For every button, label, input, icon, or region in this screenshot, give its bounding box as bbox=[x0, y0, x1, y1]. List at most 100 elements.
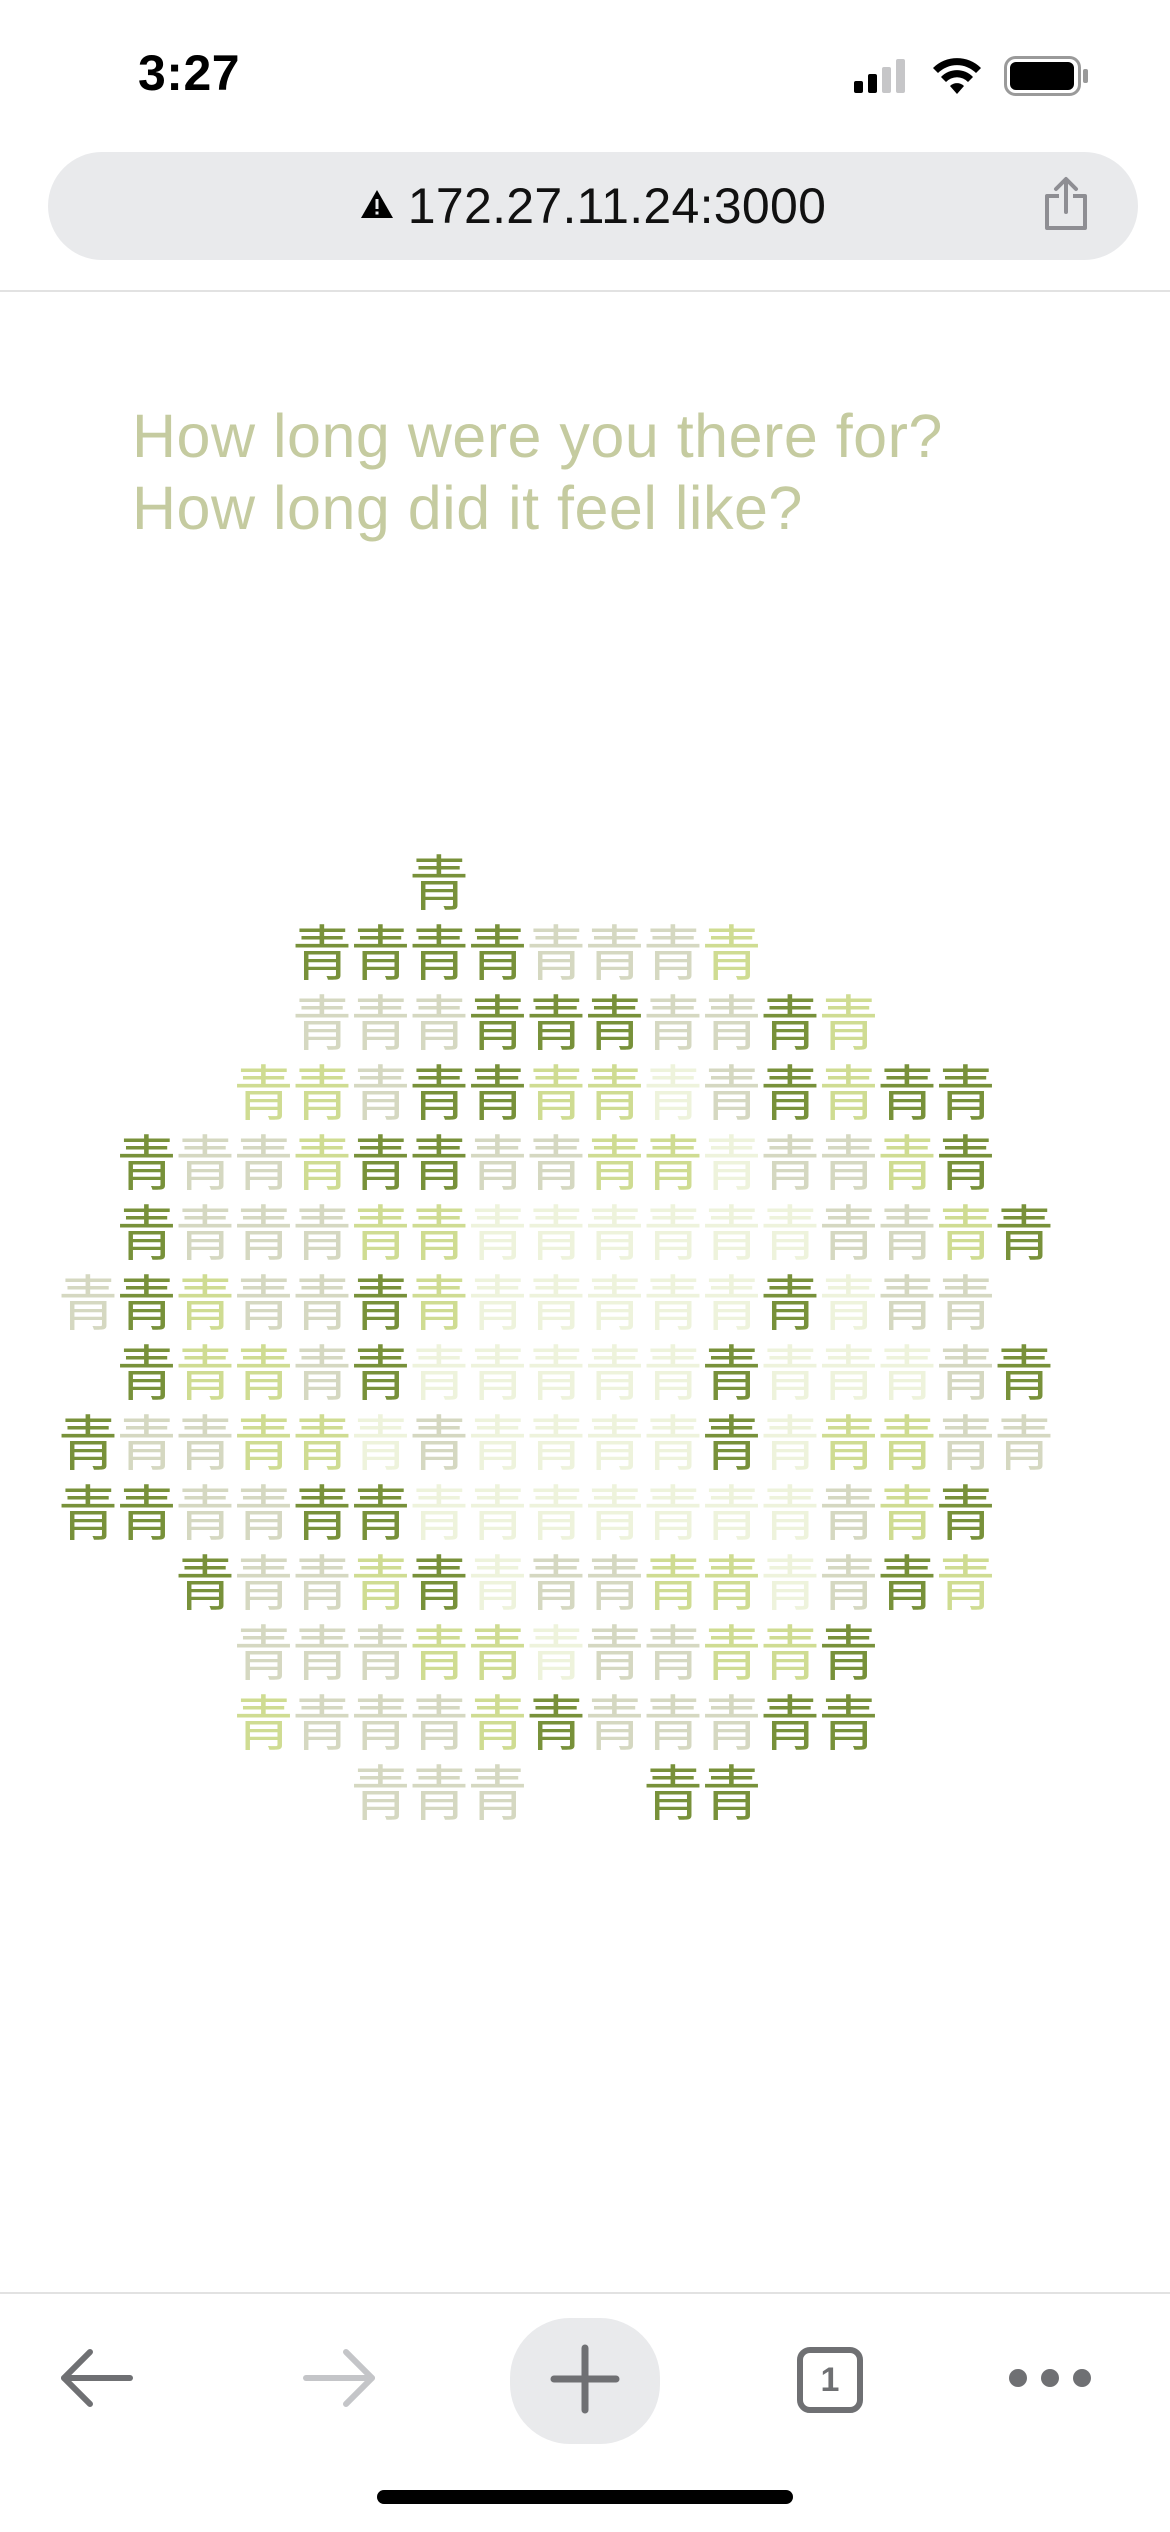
glyph-char: 青 bbox=[935, 1340, 996, 1410]
glyph-char: 青 bbox=[877, 1340, 937, 1410]
glyph-char: 青 bbox=[58, 1270, 118, 1340]
glyph-char: 青 bbox=[760, 1550, 820, 1620]
glyph-char: 青 bbox=[818, 1690, 879, 1760]
glyph-char: 青 bbox=[350, 1620, 411, 1690]
glyph-char: 青 bbox=[584, 1200, 645, 1270]
glyph-char: 青 bbox=[526, 1690, 586, 1760]
glyph-char: 青 bbox=[760, 1130, 820, 1200]
glyph-char: 青 bbox=[584, 1130, 645, 1200]
glyph-char: 青 bbox=[350, 1060, 411, 1130]
glyph-char: 青 bbox=[233, 1060, 294, 1130]
glyph-char: 青 bbox=[935, 1060, 996, 1130]
glyph-char: 青 bbox=[643, 920, 703, 990]
glyph-char: 青 bbox=[935, 1410, 996, 1480]
glyph-char: 青 bbox=[584, 1690, 645, 1760]
glyph-char: 青 bbox=[701, 1200, 762, 1270]
glyph-char: 青 bbox=[233, 1130, 294, 1200]
glyph-char: 青 bbox=[350, 1270, 411, 1340]
address-bar[interactable]: 172.27.11.24:3000 bbox=[48, 152, 1138, 260]
glyph-char: 青 bbox=[350, 990, 411, 1060]
glyph-char: 青 bbox=[994, 1200, 1054, 1270]
more-button[interactable] bbox=[990, 2320, 1110, 2440]
glyph-char: 青 bbox=[877, 1480, 937, 1550]
glyph-char: 青 bbox=[643, 1270, 703, 1340]
top-divider bbox=[0, 290, 1170, 292]
new-tab-button[interactable] bbox=[510, 2318, 660, 2444]
glyph-char: 青 bbox=[760, 990, 820, 1060]
cellular-signal-icon bbox=[854, 59, 910, 98]
glyph-char: 青 bbox=[818, 1550, 879, 1620]
glyph-char: 青 bbox=[643, 1060, 703, 1130]
glyph-char: 青 bbox=[175, 1410, 235, 1480]
glyph-char: 青 bbox=[350, 1550, 411, 1620]
glyph-char: 青 bbox=[760, 1620, 820, 1690]
glyph-char: 青 bbox=[701, 1620, 762, 1690]
glyph-char: 青 bbox=[701, 1270, 762, 1340]
glyph-char: 青 bbox=[935, 1480, 996, 1550]
glyph-char: 青 bbox=[643, 1620, 703, 1690]
glyph-char: 青 bbox=[760, 1060, 820, 1130]
glyph-char: 青 bbox=[818, 1060, 879, 1130]
glyph-char: 青 bbox=[818, 1130, 879, 1200]
glyph-char: 青 bbox=[409, 1690, 469, 1760]
glyph-char: 青 bbox=[467, 1410, 528, 1480]
forward-arrow-icon bbox=[302, 2348, 378, 2413]
glyph-char: 青 bbox=[526, 1130, 586, 1200]
glyph-char: 青 bbox=[643, 1550, 703, 1620]
tabs-icon: 1 bbox=[797, 2347, 863, 2413]
glyph-char: 青 bbox=[409, 1340, 469, 1410]
glyph-char: 青 bbox=[935, 1270, 996, 1340]
glyph-char: 青 bbox=[818, 1200, 879, 1270]
glyph-char: 青 bbox=[350, 1480, 411, 1550]
glyph-char: 青 bbox=[818, 990, 879, 1060]
glyph-char: 青 bbox=[643, 1340, 703, 1410]
glyph-char: 青 bbox=[116, 1480, 177, 1550]
glyph-char: 青 bbox=[760, 1270, 820, 1340]
share-icon bbox=[1043, 176, 1089, 237]
glyph-char: 青 bbox=[409, 1060, 469, 1130]
glyph-char: 青 bbox=[409, 850, 469, 920]
glyph-char: 青 bbox=[701, 990, 762, 1060]
glyph-char: 青 bbox=[701, 1060, 762, 1130]
back-button[interactable] bbox=[36, 2320, 156, 2440]
more-dots-icon bbox=[1008, 2368, 1092, 2393]
glyph-char: 青 bbox=[233, 1270, 294, 1340]
tab-count: 1 bbox=[820, 2360, 840, 2399]
glyph-char: 青 bbox=[116, 1410, 177, 1480]
glyph-char: 青 bbox=[526, 1480, 586, 1550]
forward-button[interactable] bbox=[280, 2320, 400, 2440]
glyph-char: 青 bbox=[877, 1550, 937, 1620]
glyph-char: 青 bbox=[877, 1410, 937, 1480]
glyph-char: 青 bbox=[584, 1620, 645, 1690]
glyph-char: 青 bbox=[935, 1200, 996, 1270]
status-icons bbox=[854, 56, 1090, 101]
glyph-char: 青 bbox=[409, 1550, 469, 1620]
glyph-char: 青 bbox=[116, 1200, 177, 1270]
bottom-divider bbox=[0, 2292, 1170, 2294]
glyph-char: 青 bbox=[584, 990, 645, 1060]
url-text[interactable]: 172.27.11.24:3000 bbox=[407, 178, 827, 234]
glyph-char: 青 bbox=[877, 1060, 937, 1130]
glyph-char: 青 bbox=[701, 1340, 762, 1410]
glyph-char: 青 bbox=[467, 1620, 528, 1690]
glyph-char: 青 bbox=[467, 1270, 528, 1340]
glyph-char: 青 bbox=[292, 1060, 352, 1130]
glyph-char: 青 bbox=[467, 1760, 528, 1830]
status-bar: 3:27 bbox=[0, 0, 1170, 150]
glyph-char: 青 bbox=[818, 1480, 879, 1550]
glyph-char: 青 bbox=[818, 1410, 879, 1480]
glyph-char: 青 bbox=[526, 1340, 586, 1410]
glyph-char: 青 bbox=[760, 1690, 820, 1760]
glyph-char: 青 bbox=[233, 1620, 294, 1690]
glyph-char: 青 bbox=[409, 1620, 469, 1690]
tabs-button[interactable]: 1 bbox=[770, 2320, 890, 2440]
glyph-char: 青 bbox=[584, 1410, 645, 1480]
share-button[interactable] bbox=[1036, 176, 1096, 236]
glyph-char: 青 bbox=[292, 1410, 352, 1480]
status-time: 3:27 bbox=[138, 45, 241, 101]
glyph-char: 青 bbox=[643, 990, 703, 1060]
glyph-char: 青 bbox=[409, 1480, 469, 1550]
address-center: 172.27.11.24:3000 bbox=[48, 152, 1138, 260]
glyph-char: 青 bbox=[467, 1130, 528, 1200]
warning-triangle-icon bbox=[360, 189, 394, 224]
